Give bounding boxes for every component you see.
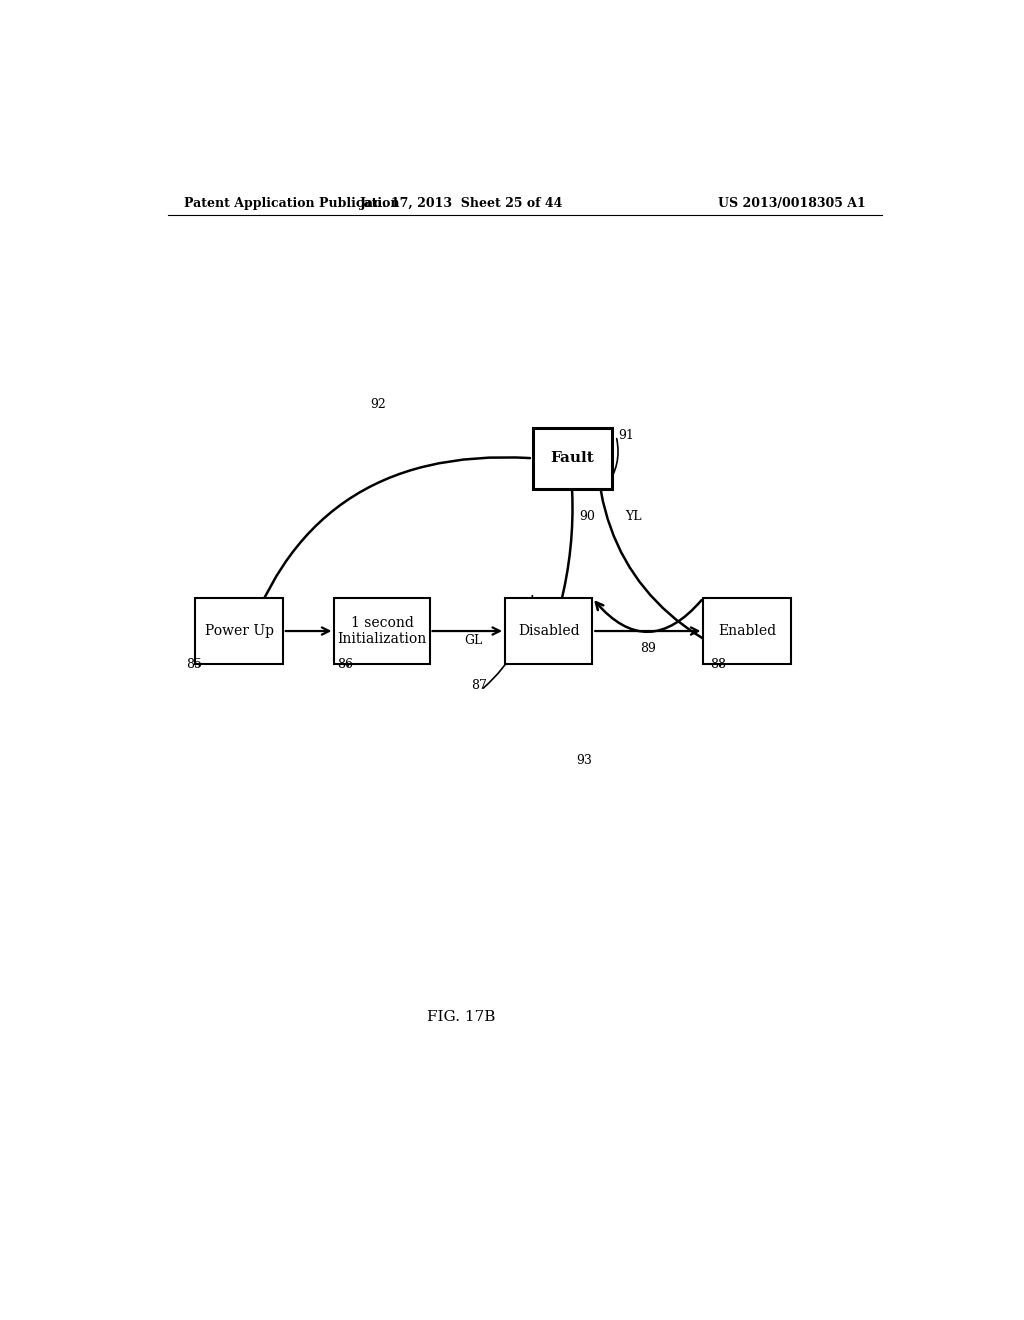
Text: 89: 89 bbox=[640, 642, 655, 655]
Text: Patent Application Publication: Patent Application Publication bbox=[183, 197, 399, 210]
FancyArrowPatch shape bbox=[432, 627, 500, 635]
Text: 92: 92 bbox=[370, 397, 386, 411]
Text: FIG. 17B: FIG. 17B bbox=[427, 1010, 496, 1024]
Text: YL: YL bbox=[625, 510, 641, 523]
Text: 1 second
Initialization: 1 second Initialization bbox=[337, 616, 427, 645]
FancyArrowPatch shape bbox=[344, 601, 353, 667]
FancyArrowPatch shape bbox=[606, 438, 618, 487]
Text: 88: 88 bbox=[710, 659, 726, 671]
Text: 91: 91 bbox=[618, 429, 634, 442]
FancyArrowPatch shape bbox=[713, 601, 725, 667]
Text: GL: GL bbox=[465, 634, 482, 647]
Text: Enabled: Enabled bbox=[718, 624, 776, 638]
Text: Disabled: Disabled bbox=[518, 624, 580, 638]
FancyArrowPatch shape bbox=[200, 601, 210, 667]
FancyBboxPatch shape bbox=[196, 598, 283, 664]
FancyBboxPatch shape bbox=[505, 598, 592, 664]
Text: Jan. 17, 2013  Sheet 25 of 44: Jan. 17, 2013 Sheet 25 of 44 bbox=[359, 197, 563, 210]
Text: 90: 90 bbox=[579, 510, 595, 523]
Text: 87: 87 bbox=[471, 680, 486, 693]
FancyArrowPatch shape bbox=[542, 433, 572, 661]
Text: 86: 86 bbox=[338, 659, 353, 671]
FancyBboxPatch shape bbox=[532, 428, 612, 488]
Text: Power Up: Power Up bbox=[205, 624, 273, 638]
Text: Fault: Fault bbox=[551, 451, 594, 465]
FancyBboxPatch shape bbox=[703, 598, 791, 664]
FancyArrowPatch shape bbox=[483, 595, 532, 688]
FancyArrowPatch shape bbox=[593, 433, 753, 663]
Text: 85: 85 bbox=[186, 659, 202, 671]
FancyArrowPatch shape bbox=[596, 601, 701, 632]
FancyArrowPatch shape bbox=[286, 627, 329, 635]
Text: 93: 93 bbox=[577, 754, 592, 767]
FancyBboxPatch shape bbox=[334, 598, 430, 664]
FancyArrowPatch shape bbox=[595, 627, 698, 635]
Text: US 2013/0018305 A1: US 2013/0018305 A1 bbox=[718, 197, 866, 210]
FancyArrowPatch shape bbox=[240, 457, 530, 659]
